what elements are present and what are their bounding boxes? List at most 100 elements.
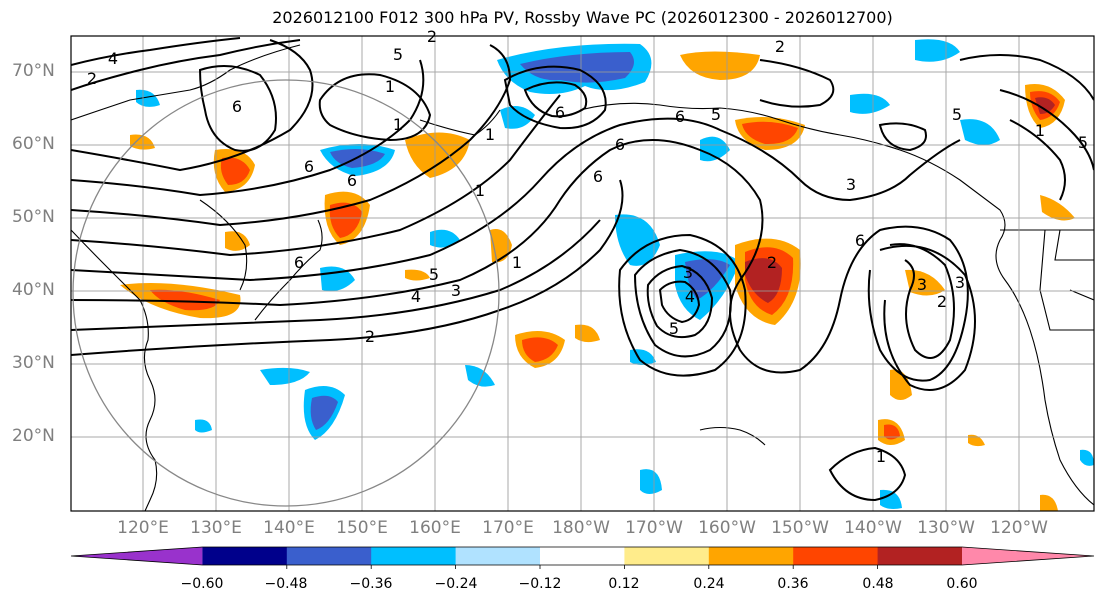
colorbar-tick-label: −0.36 [349, 576, 393, 592]
contour-label: 6 [855, 231, 865, 250]
map-title: 2026012100 F012 300 hPa PV, Rossby Wave … [272, 8, 893, 27]
contour-label: 1 [1035, 121, 1045, 140]
great-circle [72, 79, 500, 507]
colorbar [70, 546, 1095, 569]
pos-blob [405, 269, 430, 281]
colorbar-tick-label: −0.24 [434, 576, 478, 592]
lon-label-120w: 120°W [990, 518, 1048, 538]
contour-label: 5 [393, 45, 403, 64]
contour-label: 5 [669, 319, 679, 338]
neg-blob [195, 419, 212, 433]
neg-blob [640, 469, 662, 494]
colorbar-swatch [286, 547, 372, 565]
colorbar-tick-label: 0.48 [862, 576, 894, 592]
colorbar-tick-label: 0.12 [608, 576, 640, 592]
pos-blob [680, 51, 760, 80]
map-frame [70, 35, 1095, 512]
pos-blob [745, 258, 782, 303]
contour-label: 1 [385, 77, 395, 96]
neg-blob [615, 214, 660, 266]
colorbar-tick-label: −0.60 [180, 576, 224, 592]
colorbar-tick-label: 0.60 [946, 576, 978, 592]
neg-blob [430, 229, 460, 248]
colorbar-swatch [455, 547, 541, 565]
pos-blob [1040, 195, 1075, 221]
colorbar-tick-label: −0.12 [518, 576, 562, 592]
contour-label: 4 [411, 287, 421, 306]
contour-label: 2 [767, 253, 777, 272]
contour-label: 6 [304, 157, 314, 176]
colorbar-swatch [793, 547, 879, 565]
colorbar-tick-label: 0.24 [693, 576, 725, 592]
lat-label-30: 30°N [12, 353, 55, 373]
contour-label: 3 [955, 273, 965, 292]
contour-label: 5 [711, 105, 721, 124]
contour-label: 1 [876, 447, 886, 466]
lon-label-130w: 130°W [917, 518, 975, 538]
lon-label-120e: 120°E [117, 518, 169, 538]
lat-label-60: 60°N [12, 134, 55, 154]
colorbar-swatch [877, 547, 963, 565]
neg-blob [850, 93, 890, 114]
pos-blob [742, 121, 798, 145]
colorbar-swatch [624, 547, 710, 565]
contour-label: 6 [232, 97, 242, 116]
lat-label-40: 40°N [12, 280, 55, 300]
neg-blob [915, 39, 960, 62]
contour-label: 6 [555, 103, 565, 122]
contour-label: 1 [512, 253, 522, 272]
pos-blob [225, 231, 250, 251]
lon-label-160e: 160°E [409, 518, 461, 538]
neg-blob [136, 89, 160, 107]
contour-label: 4 [685, 287, 695, 306]
contour-label: 5 [1078, 133, 1088, 152]
lon-label-140w: 140°W [844, 518, 902, 538]
colorbar-tick-label: 0.36 [777, 576, 809, 592]
colorbar-swatch [202, 547, 288, 565]
neg-blob [685, 259, 730, 300]
pos-blob [329, 202, 362, 238]
neg-blob [960, 119, 1000, 145]
colorbar-extend-high [962, 547, 1094, 565]
colorbar-swatch [540, 547, 625, 565]
contour-label: 1 [485, 125, 495, 144]
contour-label: 3 [917, 275, 927, 294]
positive-anomaly-shading [120, 51, 1075, 511]
contour-label: 2 [937, 292, 947, 311]
lon-label-130e: 130°E [190, 518, 242, 538]
colorbar-swatch [371, 547, 457, 565]
pos-blob [405, 132, 470, 178]
lon-label-140e: 140°E [263, 518, 315, 538]
lon-label-170w: 170°W [625, 518, 683, 538]
lat-label-20: 20°N [12, 426, 55, 446]
contour-label: 2 [87, 69, 97, 88]
contour-label: 5 [429, 265, 439, 284]
contour-label: 5 [952, 105, 962, 124]
contour-label: 4 [108, 49, 118, 68]
contour-label: 3 [683, 263, 693, 282]
contour-label: 2 [427, 27, 437, 46]
lon-label-180w: 180°W [552, 518, 610, 538]
neg-blob [520, 52, 634, 83]
pos-blob [220, 157, 250, 185]
neg-blob [500, 106, 535, 129]
contour-label: 6 [347, 171, 357, 190]
pos-blob [575, 324, 600, 343]
pos-blob [1040, 494, 1058, 511]
contour-label: 1 [475, 181, 485, 200]
neg-blob [260, 367, 310, 385]
colorbar-outline [70, 546, 1095, 566]
contour-label: 6 [593, 167, 603, 186]
neg-blob [880, 489, 902, 509]
pos-blob [884, 424, 900, 440]
neg-blob [465, 365, 495, 387]
lat-label-50: 50°N [12, 207, 55, 227]
lat-label-70: 70°N [12, 61, 55, 81]
contour-label: 2 [365, 327, 375, 346]
lon-label-170e: 170°E [482, 518, 534, 538]
neg-blob [310, 395, 338, 430]
pos-blob [150, 289, 220, 311]
lon-label-150w: 150°W [771, 518, 829, 538]
